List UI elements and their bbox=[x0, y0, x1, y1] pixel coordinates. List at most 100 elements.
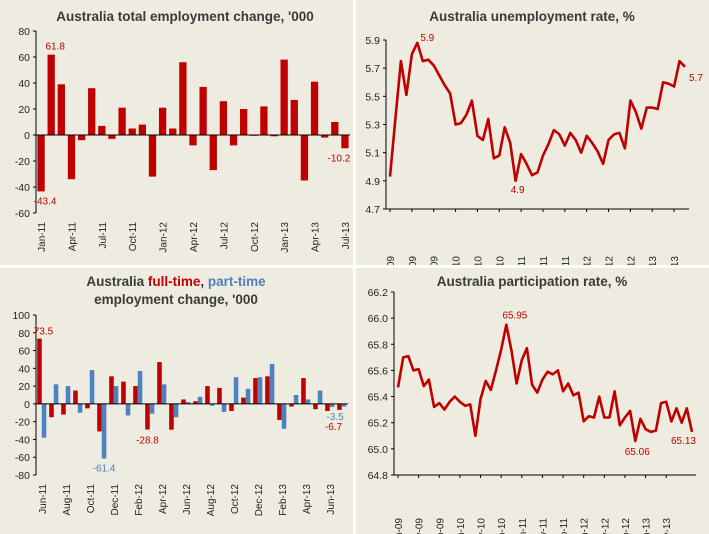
x-tick-label: May-10 bbox=[473, 256, 484, 265]
full-time-bar bbox=[193, 401, 198, 404]
x-tick-label: Sep-11 bbox=[561, 256, 572, 265]
total-employment-bar bbox=[209, 135, 217, 171]
data-label: 4.9 bbox=[511, 185, 525, 196]
y-tick-label: 0 bbox=[24, 130, 30, 142]
x-tick-label: May-09 bbox=[408, 256, 419, 265]
x-tick-label: Apr-11 bbox=[67, 222, 78, 252]
part-time-bar bbox=[245, 388, 251, 404]
y-tick-label: -40 bbox=[15, 434, 30, 446]
y-tick-label: 60 bbox=[18, 346, 30, 358]
x-tick-label: Jul-12 bbox=[219, 222, 230, 250]
data-label: -28.8 bbox=[136, 435, 159, 446]
part-time-bar bbox=[173, 403, 179, 418]
part-time-bar bbox=[185, 402, 191, 404]
x-tick-label: Apr-13 bbox=[311, 222, 322, 252]
y-tick-label: 65.4 bbox=[368, 392, 389, 404]
x-tick-label: Feb-12 bbox=[134, 484, 145, 516]
x-tick-label: Jan-12 bbox=[580, 518, 591, 534]
part-time-bar bbox=[53, 384, 59, 404]
total-employment-bar bbox=[341, 135, 349, 149]
part-time-bar bbox=[101, 403, 107, 459]
x-tick-label: Jan-12 bbox=[159, 222, 170, 253]
total-employment-bar bbox=[260, 106, 268, 135]
y-tick-label: 5.3 bbox=[365, 120, 380, 132]
part-time-bar bbox=[89, 370, 95, 404]
data-label: -43.4 bbox=[34, 196, 57, 207]
total-employment-bar bbox=[310, 81, 319, 135]
y-tick-label: -60 bbox=[15, 452, 30, 464]
part-time-bar bbox=[341, 403, 347, 407]
x-tick-label: May-12 bbox=[600, 518, 611, 534]
chart-title-part: Australia bbox=[86, 274, 148, 289]
x-tick-label: Sep-12 bbox=[621, 518, 632, 534]
x-tick-label: Jan-09 bbox=[394, 518, 405, 534]
x-tick-label: Jun-11 bbox=[38, 484, 49, 514]
series-line bbox=[388, 41, 686, 183]
x-tick-label: May-12 bbox=[605, 256, 616, 265]
full-time-bar bbox=[265, 376, 270, 404]
x-tick-label: Apr-13 bbox=[302, 484, 313, 514]
part-time-bar bbox=[269, 363, 275, 404]
total-employment-bar bbox=[239, 109, 248, 135]
part-time-bar bbox=[41, 403, 47, 438]
y-tick-label: -20 bbox=[15, 156, 30, 168]
y-tick-label: -20 bbox=[15, 417, 30, 429]
fulltime-parttime-chart: Australia full-time, part-time employment… bbox=[12, 274, 348, 517]
y-tick-label: 80 bbox=[18, 328, 30, 340]
full-time-bar bbox=[133, 386, 138, 404]
panel-divider-horizontal bbox=[0, 265, 709, 268]
chart-title-part: part-time bbox=[208, 274, 266, 289]
part-time-bar bbox=[209, 403, 215, 406]
x-tick-label: Sep-10 bbox=[497, 518, 508, 534]
data-label: 65.95 bbox=[502, 311, 527, 322]
full-time-bar bbox=[157, 362, 162, 404]
y-tick-label: 40 bbox=[18, 78, 30, 90]
y-tick-label: 0 bbox=[24, 399, 30, 411]
data-label: 5.9 bbox=[420, 33, 434, 44]
y-tick-label: 5.9 bbox=[365, 35, 380, 47]
x-tick-label: May-09 bbox=[415, 518, 426, 534]
data-label: -10.2 bbox=[328, 153, 351, 164]
full-time-bar bbox=[217, 387, 222, 404]
unemployment-rate-chart-panel: Australia unemployment rate, % 5.9 5.7 5.5 5… bbox=[356, 0, 709, 265]
x-tick-label: Sep-09 bbox=[435, 518, 446, 534]
y-tick-label: 5.5 bbox=[365, 91, 380, 103]
x-tick-label: Oct-12 bbox=[250, 222, 261, 252]
part-time-bar bbox=[77, 403, 83, 413]
full-time-bar bbox=[241, 397, 246, 404]
part-time-bar bbox=[257, 377, 263, 404]
total-employment-bar bbox=[158, 107, 167, 135]
part-time-bar bbox=[125, 403, 131, 416]
x-tick-label: Jan-13 bbox=[648, 256, 659, 265]
part-time-bar bbox=[281, 403, 287, 429]
y-tick-label: 20 bbox=[18, 381, 30, 393]
part-time-bar bbox=[161, 384, 167, 404]
full-time-bar bbox=[205, 386, 210, 404]
total-employment-bar bbox=[98, 125, 106, 135]
full-time-bar bbox=[169, 403, 174, 430]
full-time-bar bbox=[181, 399, 186, 404]
x-tick-label: Oct-11 bbox=[86, 484, 97, 514]
part-time-bar bbox=[197, 396, 203, 404]
y-tick-label: 80 bbox=[18, 26, 30, 38]
x-tick-label: Dec-12 bbox=[254, 484, 265, 517]
y-tick-label: -80 bbox=[15, 470, 30, 482]
full-time-bar bbox=[253, 378, 258, 404]
data-label: 5.7 bbox=[689, 73, 703, 84]
chart-title: Australia unemployment rate, % bbox=[429, 9, 635, 24]
total-employment-bar bbox=[331, 122, 339, 135]
total-employment-bar bbox=[300, 135, 309, 181]
chart-title: Australia participation rate, % bbox=[437, 274, 628, 289]
x-tick-label: Jan-13 bbox=[280, 222, 291, 253]
total-employment-bar bbox=[148, 135, 157, 177]
data-label: 73.5 bbox=[34, 327, 54, 338]
full-time-bar bbox=[109, 376, 114, 404]
part-time-bar bbox=[317, 390, 323, 404]
y-tick-label: 65.8 bbox=[368, 339, 389, 351]
y-tick-label: 40 bbox=[18, 363, 30, 375]
unemployment-rate-chart: Australia unemployment rate, % 5.9 5.7 5.5 5… bbox=[365, 9, 703, 265]
y-tick-label: 65.2 bbox=[368, 418, 389, 430]
x-tick-label: Jan-11 bbox=[517, 256, 528, 265]
part-time-bar bbox=[221, 403, 227, 412]
full-time-bar bbox=[313, 403, 318, 410]
